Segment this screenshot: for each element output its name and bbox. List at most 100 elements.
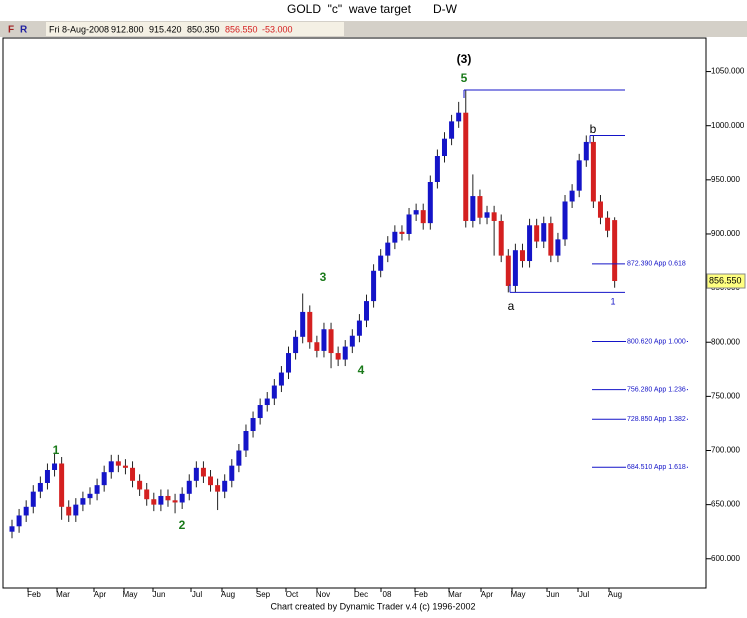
x-tick-label: Aug [221,590,235,599]
header-open: 912.800 [111,24,144,34]
candle-body [519,250,525,262]
candle-body [186,480,192,494]
candle-body [477,196,483,218]
candle-body [527,225,533,262]
target-label-bg [626,386,687,394]
candle-body [342,346,348,360]
candle-body [498,220,504,256]
candle-body [222,480,228,492]
candle-body [364,301,369,321]
candle-body [378,255,384,271]
candle-body [257,405,263,419]
x-tick-label: Jul [192,590,202,599]
y-tick-label: 900.000 [711,229,740,238]
target-label: 872.390 App 0.618 [627,261,686,268]
header-high: 915.420 [149,24,182,34]
y-tick-label: 800.000 [711,337,740,346]
candle-body [130,467,136,481]
candle-body [165,495,171,501]
x-tick-label: Sep [256,590,271,599]
x-tick-label: Dec [354,590,368,599]
candle-body [151,499,157,505]
candle-body [356,320,362,336]
y-tick-label: 750.000 [711,391,740,400]
candle-body [392,231,398,243]
candle-body [236,450,242,466]
candle-body [229,465,235,481]
x-tick-label: May [122,590,137,599]
last-price-tag [706,273,746,289]
candle-body [349,335,355,347]
candle-body [66,506,72,516]
x-tick-label: Feb [27,590,41,599]
header-flag: R [20,25,28,36]
candle-body [505,255,511,286]
x-tick-label: Oct [286,590,299,599]
candle-body [243,431,249,451]
candle-body [385,242,391,256]
candle-body [37,482,43,492]
candle-body [250,418,256,432]
timeframe: D-W [433,2,458,16]
candle-body [101,472,107,486]
candle-body [23,506,29,516]
wave-label: (3) [457,52,472,66]
candle-body [264,398,270,406]
candle-body [491,212,497,221]
x-tick-label: May [510,590,525,599]
candle-body [427,181,433,224]
candle-body [108,461,114,473]
candle-body [321,329,327,351]
chart-title: GOLD "c" wave target [287,2,412,16]
target-label: 728.850 App 1.382 [627,416,686,423]
candle-body [307,311,313,343]
candle-body [576,160,582,191]
candle-body [562,201,568,240]
x-tick-label: Nov [316,590,330,599]
wave-label: 1 [610,296,615,306]
target-label: 756.280 App 1.236 [627,386,686,393]
candle-body [441,138,447,157]
candle-body [87,493,93,499]
candle-body [534,225,540,242]
header-date: Fri 8-Aug-2008 [49,24,109,34]
header-field [46,22,344,36]
candle-body [612,220,618,282]
target-label-bg [626,338,687,346]
candle-body [73,504,79,516]
candle-body [300,311,306,337]
candle-body [122,465,128,468]
candle-body [328,329,334,354]
header-flag: F [8,25,14,36]
x-tick-label: Aug [608,590,622,599]
wave-label: b [590,122,597,136]
candle-body [278,372,284,386]
target-label-bg [626,464,687,472]
candle-body [569,190,575,202]
candle-body [371,270,377,302]
y-tick-label: 650.000 [711,500,740,509]
target-label: 800.620 App 1.000 [627,338,686,345]
y-tick-label: 600.000 [711,554,740,563]
candle-body [449,121,455,139]
wave-label: 3 [320,270,327,284]
target-label: 684.510 App 1.618 [627,464,686,471]
candle-body [335,353,341,360]
candle-body [590,141,596,202]
candle-body [583,141,589,161]
wave-label: a [508,299,515,313]
y-tick-label: 1050.000 [711,67,745,76]
wave-label: 2 [179,518,186,532]
header-low: 850.350 [187,24,220,34]
y-tick-label: 1000.000 [711,121,745,130]
x-tick-label: Jul [579,590,589,599]
candle-body [52,463,58,470]
candle-body [548,223,554,256]
candle-body [456,112,462,122]
candle-body [413,210,419,215]
candle-body [434,156,440,182]
candle-body [484,212,490,218]
footer: Chart created by Dynamic Trader v.4 (c) … [271,601,476,611]
x-tick-label: Apr [481,590,494,599]
candle-body [179,493,185,503]
